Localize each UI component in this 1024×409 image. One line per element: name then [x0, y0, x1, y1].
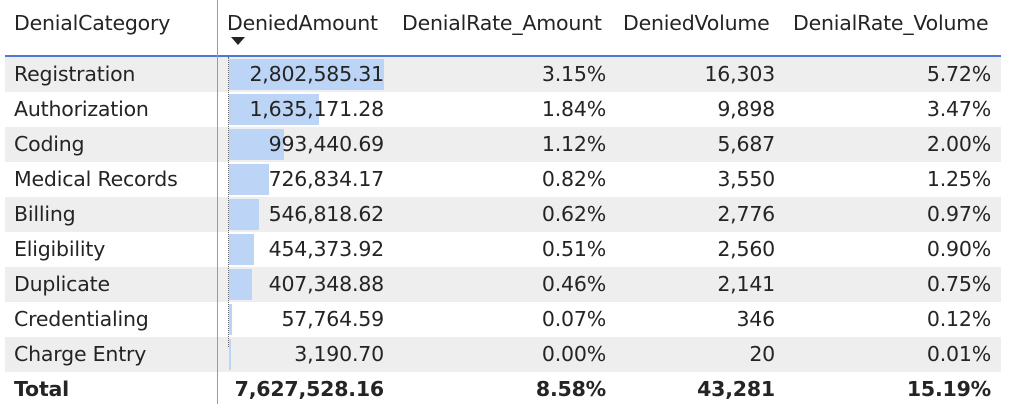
category-cell: Billing	[14, 202, 76, 226]
total-denied-amount: 7,627,528.16	[234, 377, 385, 401]
rate-amount-cell: 0.51%	[541, 237, 606, 261]
table-row[interactable]: Registration 2,802,585.31 3.15% 16,303 5.72%	[5, 57, 1001, 92]
table-row[interactable]: Medical Records 726,834.17 0.82% 3,550 1.25%	[5, 162, 1001, 197]
column-header-denied-volume[interactable]: DeniedVolume	[623, 11, 770, 35]
denied-amount-data-bar	[229, 164, 270, 195]
header-divider	[5, 55, 1001, 57]
table-row[interactable]: Charge Entry 3,190.70 0.00% 20 0.01%	[5, 337, 1001, 372]
total-denied-volume: 43,281	[697, 377, 775, 401]
denied-volume-cell: 16,303	[704, 62, 775, 86]
category-column-divider	[217, 0, 218, 404]
denied-volume-cell: 2,776	[717, 202, 775, 226]
rate-amount-cell: 1.84%	[541, 97, 606, 121]
column-header-denied-amount[interactable]: DeniedAmount	[227, 11, 378, 35]
column-header-category[interactable]: DenialCategory	[14, 11, 171, 35]
category-cell: Authorization	[14, 97, 149, 121]
rate-volume-cell: 2.00%	[926, 132, 991, 156]
rate-amount-cell: 3.15%	[541, 62, 606, 86]
total-label: Total	[14, 377, 70, 401]
table-row[interactable]: Eligibility 454,373.92 0.51% 2,560 0.90%	[5, 232, 1001, 267]
column-header-rate-amount[interactable]: DenialRate_Amount	[402, 11, 602, 35]
rate-volume-cell: 5.72%	[926, 62, 991, 86]
sort-descending-icon[interactable]	[231, 37, 245, 45]
category-cell: Coding	[14, 132, 85, 156]
rate-volume-cell: 0.01%	[926, 342, 991, 366]
denied-amount-data-bar	[229, 59, 384, 90]
rate-amount-cell: 1.12%	[541, 132, 606, 156]
rate-amount-cell: 0.82%	[541, 167, 606, 191]
rate-amount-cell: 0.00%	[541, 342, 606, 366]
category-cell: Credentialing	[14, 307, 149, 331]
denied-volume-cell: 2,560	[717, 237, 775, 261]
rate-volume-cell: 0.75%	[926, 272, 991, 296]
category-cell: Medical Records	[14, 167, 178, 191]
denied-amount-cell: 993,440.69	[268, 132, 385, 156]
rate-volume-cell: 1.25%	[926, 167, 991, 191]
rate-amount-cell: 0.07%	[541, 307, 606, 331]
denied-amount-cell: 3,190.70	[294, 342, 384, 366]
denied-volume-cell: 20	[749, 342, 775, 366]
table-row[interactable]: Billing 546,818.62 0.62% 2,776 0.97%	[5, 197, 1001, 232]
denied-amount-data-bar	[229, 269, 252, 300]
rate-volume-cell: 0.90%	[926, 237, 991, 261]
total-row[interactable]: Total 7,627,528.16 8.58% 43,281 15.19%	[5, 372, 1001, 407]
denied-volume-cell: 346	[736, 307, 775, 331]
denied-amount-data-bar	[229, 339, 231, 370]
denied-amount-cell: 57,764.59	[281, 307, 384, 331]
total-rate-volume: 15.19%	[906, 377, 991, 401]
denied-amount-cell: 1,635,171.28	[249, 97, 384, 121]
table-row[interactable]: Authorization 1,635,171.28 1.84% 9,898 3.47%	[5, 92, 1001, 127]
table-header: DenialCategory DeniedAmount DenialRate_A…	[5, 0, 1001, 57]
table-row[interactable]: Credentialing 57,764.59 0.07% 346 0.12%	[5, 302, 1001, 337]
table-row[interactable]: Coding 993,440.69 1.12% 5,687 2.00%	[5, 127, 1001, 162]
table-row[interactable]: Duplicate 407,348.88 0.46% 2,141 0.75%	[5, 267, 1001, 302]
denied-volume-cell: 5,687	[717, 132, 775, 156]
denied-amount-cell: 726,834.17	[268, 167, 385, 191]
rate-volume-cell: 0.12%	[926, 307, 991, 331]
denied-amount-data-bar	[229, 94, 320, 125]
denial-table: DenialCategory DeniedAmount DenialRate_A…	[5, 0, 1001, 409]
rate-volume-cell: 3.47%	[926, 97, 991, 121]
denied-volume-cell: 3,550	[717, 167, 775, 191]
rate-amount-cell: 0.62%	[541, 202, 606, 226]
data-bar-axis	[228, 57, 229, 347]
denied-volume-cell: 9,898	[717, 97, 775, 121]
denied-amount-cell: 546,818.62	[268, 202, 385, 226]
denied-amount-cell: 2,802,585.31	[249, 62, 384, 86]
category-cell: Charge Entry	[14, 342, 147, 366]
category-cell: Duplicate	[14, 272, 110, 296]
rate-volume-cell: 0.97%	[926, 202, 991, 226]
column-header-rate-volume[interactable]: DenialRate_Volume	[793, 11, 989, 35]
denied-amount-data-bar	[229, 199, 260, 230]
rate-amount-cell: 0.46%	[541, 272, 606, 296]
denied-amount-cell: 407,348.88	[268, 272, 385, 296]
denied-amount-data-bar	[229, 129, 284, 160]
denied-amount-data-bar	[229, 304, 233, 335]
category-cell: Eligibility	[14, 237, 106, 261]
denied-volume-cell: 2,141	[717, 272, 775, 296]
denied-amount-cell: 454,373.92	[268, 237, 385, 261]
category-cell: Registration	[14, 62, 136, 86]
denied-amount-data-bar	[229, 234, 255, 265]
total-rate-amount: 8.58%	[535, 377, 606, 401]
